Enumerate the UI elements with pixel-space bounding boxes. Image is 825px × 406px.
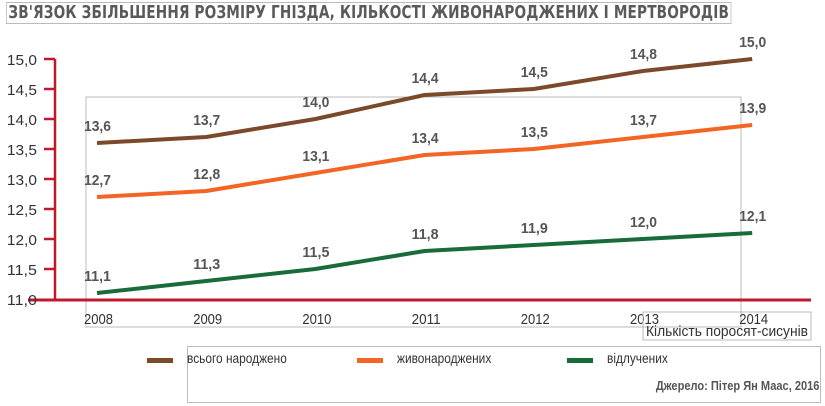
xlabel-box	[642, 311, 812, 341]
y-tick-label: 11,0	[7, 292, 37, 309]
data-label: 14,5	[521, 64, 548, 81]
x-tick-label: 2012	[521, 311, 550, 328]
data-label: 11,1	[84, 268, 111, 285]
data-label: 11,8	[412, 226, 439, 243]
x-tick-label: 2009	[193, 311, 222, 328]
x-tick-label: 2008	[84, 311, 113, 328]
data-label: 11,5	[302, 244, 329, 261]
legend-label-liveborn: живонароджених	[397, 350, 492, 366]
data-label: 12,7	[84, 172, 111, 189]
x-tick-label: 2014	[739, 311, 768, 328]
legend-box	[187, 346, 821, 403]
data-label: 12,8	[193, 166, 220, 183]
data-label: 13,7	[630, 112, 657, 129]
y-tick-label: 15,0	[7, 52, 37, 69]
legend-swatch-total	[147, 358, 173, 363]
x-tick-label: 2013	[630, 311, 659, 328]
y-tick-label: 13,0	[7, 172, 37, 189]
y-tick-label: 14,0	[7, 112, 37, 129]
data-label: 14,4	[412, 70, 440, 87]
data-label: 11,3	[193, 256, 220, 273]
x-axis-label: Кількість поросят-сисунів	[646, 323, 808, 340]
data-label: 13,6	[84, 118, 111, 135]
data-label: 13,5	[521, 124, 548, 141]
y-tick-label: 14,5	[7, 82, 37, 99]
legend-swatch-weaned	[567, 358, 593, 363]
data-label: 14,8	[630, 46, 657, 63]
data-label: 11,9	[521, 220, 548, 237]
chart-title: ЗВ'ЯЗОК ЗБІЛЬШЕННЯ РОЗМІРУ ГНІЗДА, КІЛЬК…	[6, 2, 732, 24]
source-note: Джерело: Пітер Ян Маас, 2016	[655, 378, 819, 393]
data-label: 13,4	[412, 130, 440, 147]
data-label: 14,0	[302, 94, 329, 111]
y-tick-label: 11,5	[7, 262, 37, 279]
data-label: 13,9	[739, 100, 766, 117]
legend-swatch-liveborn	[357, 358, 383, 363]
data-label: 12,1	[739, 208, 766, 225]
legend-label-total: всього народжено	[187, 350, 287, 366]
legend-label-weaned: відлучених	[607, 350, 668, 366]
y-tick-label: 12,0	[7, 232, 37, 249]
y-tick-label: 13,5	[7, 142, 37, 159]
data-label: 13,7	[193, 112, 220, 129]
x-tick-label: 2010	[302, 311, 331, 328]
data-label: 13,1	[302, 148, 329, 165]
data-label: 15,0	[739, 34, 766, 51]
data-label: 12,0	[630, 214, 657, 231]
y-tick-label: 12,5	[7, 202, 37, 219]
x-tick-label: 2011	[412, 311, 441, 328]
